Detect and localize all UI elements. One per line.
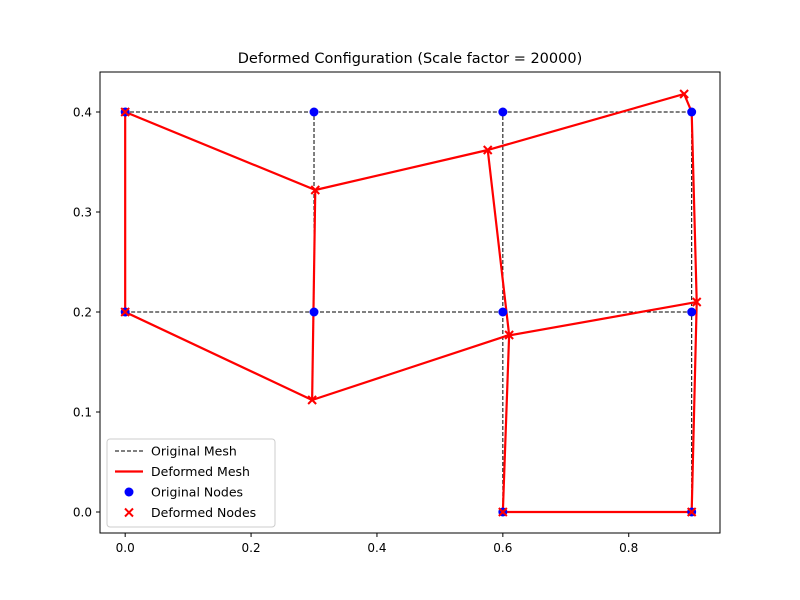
- x-marker-stroke: [504, 330, 514, 340]
- legend-label: Deformed Nodes: [151, 505, 256, 520]
- axes-frame: [99, 71, 721, 534]
- original-node-point: [687, 307, 697, 317]
- legend-swatch-original-nodes: [124, 487, 134, 497]
- deformed-node-point: [692, 297, 702, 307]
- legend-box: [106, 438, 276, 528]
- original-node-point: [309, 307, 319, 317]
- legend-swatch-deformed-nodes: [124, 507, 134, 518]
- deformed-mesh-segment: [313, 148, 490, 192]
- x-marker-stroke: [692, 297, 702, 307]
- legend-label: Original Nodes: [151, 485, 243, 500]
- x-marker-stroke: [483, 145, 493, 155]
- deformed-mesh-segment: [486, 92, 686, 152]
- x-tick-label: 0.6: [493, 541, 512, 555]
- deformed-mesh-segment: [123, 110, 317, 192]
- x-tick-label: 0.8: [619, 541, 638, 555]
- legend-label: Original Mesh: [151, 444, 237, 459]
- x-marker-stroke: [120, 307, 130, 317]
- deformed-mesh-segment: [311, 188, 317, 402]
- y-tick-label: 0.0: [73, 506, 92, 520]
- x-tick-label: 0.0: [116, 541, 135, 555]
- x-marker-stroke: [679, 89, 689, 99]
- x-marker-stroke: [307, 395, 317, 405]
- original-node-point: [687, 107, 697, 117]
- y-tick-label: 0.2: [73, 306, 92, 320]
- deformed-node-point: [120, 107, 130, 117]
- original-node-point: [498, 307, 508, 317]
- x-marker-stroke: [498, 507, 508, 517]
- deformed-node-point: [307, 395, 317, 405]
- x-marker-stroke: [310, 185, 320, 195]
- deformed-node-point: [498, 507, 508, 517]
- x-marker-stroke: [120, 107, 130, 117]
- deformed-node-point: [504, 330, 514, 340]
- plot-clipped-group: [120, 89, 702, 517]
- deformed-mesh-segment: [310, 333, 511, 402]
- deformed-mesh-segment: [690, 300, 698, 514]
- x-tick-label: 0.4: [367, 541, 386, 555]
- deformed-node-point: [686, 507, 697, 517]
- x-marker-stroke: [124, 507, 134, 518]
- legend-label: Deformed Mesh: [151, 464, 250, 479]
- legend: Original Mesh Deformed Mesh Original Nodes…: [106, 438, 276, 528]
- y-tick-label: 0.4: [73, 106, 92, 120]
- axes: 0.0 0.2 0.4 0.6 0.8 0.0 0.1 0.2 0.3 0.4: [73, 71, 721, 555]
- plot-area: [120, 89, 702, 517]
- original-node-point: [309, 107, 319, 117]
- y-tick-label: 0.1: [73, 406, 92, 420]
- deformed-node-point: [679, 89, 689, 99]
- deformed-mesh-segment: [501, 333, 511, 514]
- x-marker-stroke: [686, 507, 697, 517]
- x-tick-label: 0.2: [242, 541, 261, 555]
- deformed-mesh-segment: [690, 110, 698, 304]
- deformed-node-point: [483, 145, 493, 155]
- original-node-point: [498, 107, 508, 117]
- deformed-mesh-segment: [486, 148, 511, 337]
- deformed-mesh-segment: [123, 310, 314, 402]
- deformed-mesh-segment: [504, 300, 698, 338]
- deformed-node-point: [310, 185, 320, 195]
- deformed-node-point: [120, 307, 130, 317]
- y-tick-label: 0.3: [73, 206, 92, 220]
- chart-title: Deformed Configuration (Scale factor = 2…: [238, 51, 582, 67]
